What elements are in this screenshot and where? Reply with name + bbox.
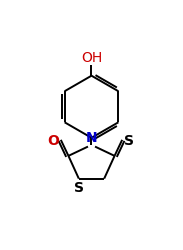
Text: O: O bbox=[47, 133, 59, 147]
Text: S: S bbox=[124, 133, 134, 147]
Text: N: N bbox=[86, 130, 97, 144]
Text: S: S bbox=[74, 180, 84, 194]
Text: OH: OH bbox=[81, 51, 102, 65]
